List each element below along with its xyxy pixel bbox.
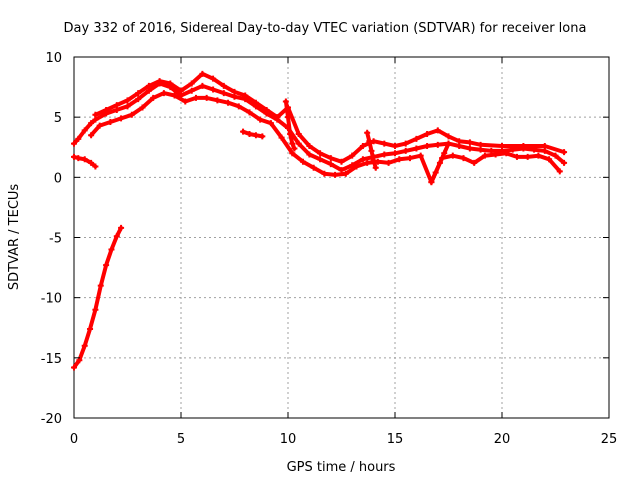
y-axis-label: SDTVAR / TECUs [7,184,22,291]
series-steep-rise [71,224,125,371]
data-points [71,70,568,371]
x-tick-label: 5 [177,432,185,447]
axes: -20 -15 -10 -5 0 5 10 0 5 10 15 20 25 [41,51,618,447]
x-tick-label: 0 [70,432,78,447]
series-trace [89,91,562,185]
series-trace [72,154,98,169]
series-short-lower [71,153,99,170]
grid [74,57,609,418]
series-trace [283,99,297,151]
series-late-upward [428,140,452,186]
series-spike-14 [364,129,379,171]
series-trace [429,141,451,185]
x-tick-label: 15 [387,432,404,447]
x-axis-label: GPS time / hours [287,460,396,475]
x-tick-label: 25 [601,432,618,447]
series-trace [72,225,124,370]
series-trace [365,130,378,170]
x-tick-label: 10 [280,432,297,447]
y-tick-label: -10 [41,292,62,307]
series-main-trace [71,80,568,174]
series-upper-envelope [92,70,568,165]
series-lower-envelope [88,90,563,186]
y-tick-label: 5 [54,111,62,126]
y-tick-label: 10 [45,51,62,66]
series-trace [72,81,567,173]
series-spike-10 [282,98,298,152]
y-tick-label: 0 [54,171,62,186]
y-tick-label: -20 [41,412,62,427]
series-trace [93,71,567,164]
series-trace [241,129,265,139]
y-tick-label: -15 [41,352,62,367]
chart-title: Day 332 of 2016, Sidereal Day-to-day VTE… [64,21,587,36]
y-tick-label: -5 [49,232,62,247]
series-gap-segment [240,128,266,140]
x-tick-label: 20 [494,432,511,447]
